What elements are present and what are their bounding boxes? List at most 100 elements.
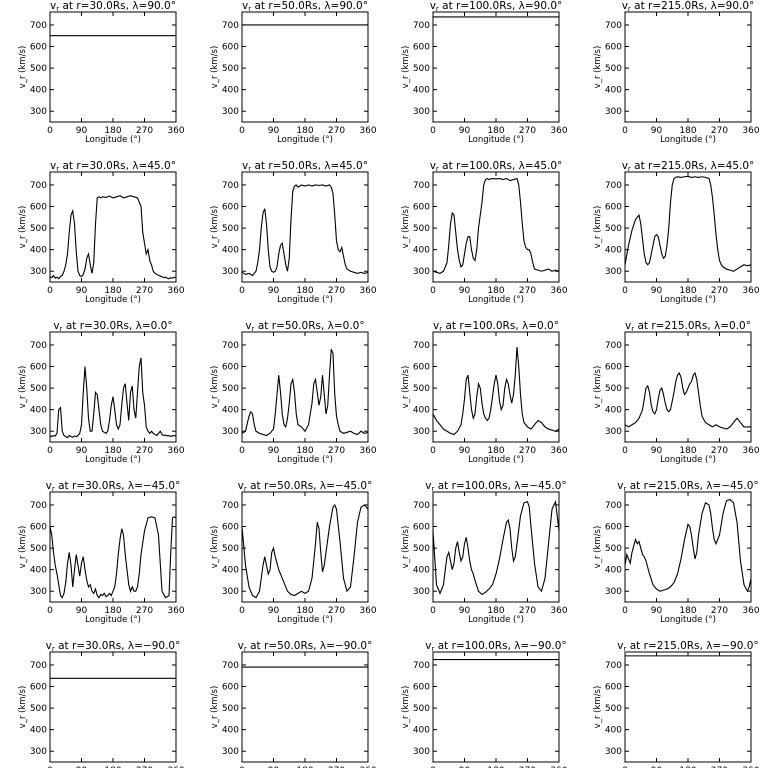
series-line — [433, 177, 559, 274]
y-tick-label: 700 — [605, 341, 622, 351]
panel-19: vr at r=100.0Rs, λ=−90.0°090180270360300… — [401, 640, 568, 772]
x-tick-label: 0 — [47, 126, 53, 136]
panel-5: vr at r=30.0Rs, λ=45.0° 0 90 180 270 360 300 40… — [18, 160, 185, 305]
x-tick-label: 180 — [296, 446, 313, 456]
y-tick-label: 500 — [222, 704, 239, 714]
panel-6: vr at r=50.0Rs, λ=45.0° 0 90 180 270 360 300 40… — [210, 160, 377, 305]
y-tick-label: 600 — [605, 363, 622, 373]
plot-frame — [624, 491, 752, 603]
y-tick-label: 400 — [222, 726, 239, 736]
x-tick-label: 90 — [268, 606, 280, 616]
plot-frame — [432, 171, 560, 283]
y-tick-label: 300 — [605, 587, 622, 597]
y-tick-label: 400 — [222, 86, 239, 96]
y-tick-label: 600 — [413, 683, 430, 693]
y-tick-label: 700 — [30, 21, 47, 31]
panel-3: vr at r=100.0Rs, λ=90.0° 0 90 180 270 360 300 4… — [401, 0, 568, 145]
x-tick-label: 90 — [459, 606, 471, 616]
x-tick-label: 90 — [651, 446, 663, 456]
y-tick-label: 600 — [30, 43, 47, 53]
x-tick-label: 90 — [76, 446, 88, 456]
panel-11: vr at r=100.0Rs, λ=0.0° 0 90 180 270 360 300 40… — [401, 320, 568, 465]
y-tick-label: 400 — [30, 246, 47, 256]
panel-1: vr at r=30.0Rs, λ=90.0° 0 90 180 270 360 300 40… — [18, 0, 185, 145]
y-tick-label: 300 — [605, 747, 622, 757]
plot-frame — [241, 651, 369, 763]
y-tick-label: 300 — [413, 107, 430, 117]
x-axis-label: Longitude (°) — [468, 455, 524, 465]
plot-frame — [432, 491, 560, 603]
y-tick-label: 400 — [413, 246, 430, 256]
y-tick-label: 300 — [222, 267, 239, 277]
chart-title: vr at r=30.0Rs, λ=45.0° — [50, 160, 176, 173]
y-tick-label: 300 — [413, 267, 430, 277]
y-tick-label: 500 — [30, 544, 47, 554]
plot-frame — [432, 331, 560, 443]
plot-frame — [432, 11, 560, 123]
plot-frame — [624, 651, 752, 763]
x-axis-label: Longitude (°) — [660, 295, 716, 305]
chart-title: vr at r=215.0Rs, λ=−45.0° — [617, 480, 758, 493]
y-axis-label: v_r (km/s) — [210, 366, 220, 409]
y-tick-label: 400 — [605, 726, 622, 736]
x-tick-label: 90 — [651, 126, 663, 136]
x-tick-label: 90 — [459, 126, 471, 136]
x-tick-label: 270 — [136, 126, 153, 136]
y-tick-label: 500 — [30, 64, 47, 74]
panel-10: vr at r=50.0Rs, λ=0.0° 0 90 180 270 360 300 400… — [210, 320, 377, 465]
y-axis-label: v_r (km/s) — [593, 206, 603, 249]
x-tick-label: 360 — [167, 126, 184, 136]
y-tick-label: 500 — [413, 544, 430, 554]
y-tick-label: 700 — [30, 661, 47, 671]
x-tick-label: 0 — [430, 446, 436, 456]
y-tick-label: 500 — [605, 224, 622, 234]
x-tick-label: 360 — [167, 446, 184, 456]
panel-7: vr at r=100.0Rs, λ=45.0° 0 90 180 270 360 300 4… — [401, 160, 568, 305]
x-tick-label: 0 — [47, 606, 53, 616]
y-axis-label: v_r (km/s) — [210, 686, 220, 729]
y-tick-label: 500 — [30, 384, 47, 394]
series-line — [433, 347, 559, 436]
y-axis-label: v_r (km/s) — [18, 206, 28, 249]
y-tick-label: 600 — [222, 203, 239, 213]
y-axis-label: v_r (km/s) — [593, 526, 603, 569]
y-tick-label: 500 — [605, 544, 622, 554]
x-tick-label: 360 — [167, 286, 184, 296]
y-tick-label: 600 — [413, 523, 430, 533]
x-tick-label: 270 — [519, 286, 536, 296]
x-tick-label: 270 — [711, 126, 728, 136]
y-tick-label: 700 — [30, 341, 47, 351]
series-line — [242, 349, 368, 437]
chart-title: vr at r=100.0Rs, λ=−90.0° — [425, 640, 566, 653]
panel-15: vr at r=100.0Rs, λ=−45.0° 0 90 180 270 360 300… — [401, 480, 568, 625]
x-tick-label: 180 — [679, 446, 696, 456]
y-tick-label: 500 — [222, 224, 239, 234]
x-tick-label: 180 — [104, 286, 121, 296]
y-tick-label: 500 — [413, 384, 430, 394]
plot-frame — [49, 651, 177, 763]
x-tick-label: 270 — [328, 286, 345, 296]
panel-20: vr at r=215.0Rs, λ=−90.0°090180270360300… — [593, 640, 760, 772]
y-tick-label: 600 — [605, 683, 622, 693]
x-tick-label: 180 — [104, 446, 121, 456]
x-tick-label: 0 — [430, 606, 436, 616]
y-tick-label: 500 — [413, 704, 430, 714]
panel-18: vr at r=50.0Rs, λ=−90.0°0901802703603004… — [210, 640, 377, 772]
y-tick-label: 700 — [222, 501, 239, 511]
y-tick-label: 600 — [413, 363, 430, 373]
y-tick-label: 700 — [605, 21, 622, 31]
series-line — [50, 357, 176, 439]
x-tick-label: 0 — [430, 286, 436, 296]
x-tick-label: 180 — [679, 606, 696, 616]
x-tick-label: 0 — [239, 286, 245, 296]
y-axis-label: v_r (km/s) — [401, 526, 411, 569]
y-tick-label: 300 — [413, 427, 430, 437]
y-tick-label: 500 — [30, 704, 47, 714]
y-tick-label: 400 — [30, 726, 47, 736]
plot-frame — [49, 11, 177, 123]
y-tick-label: 400 — [30, 86, 47, 96]
plot-frame — [49, 331, 177, 443]
x-tick-label: 180 — [104, 606, 121, 616]
x-tick-label: 360 — [742, 446, 759, 456]
